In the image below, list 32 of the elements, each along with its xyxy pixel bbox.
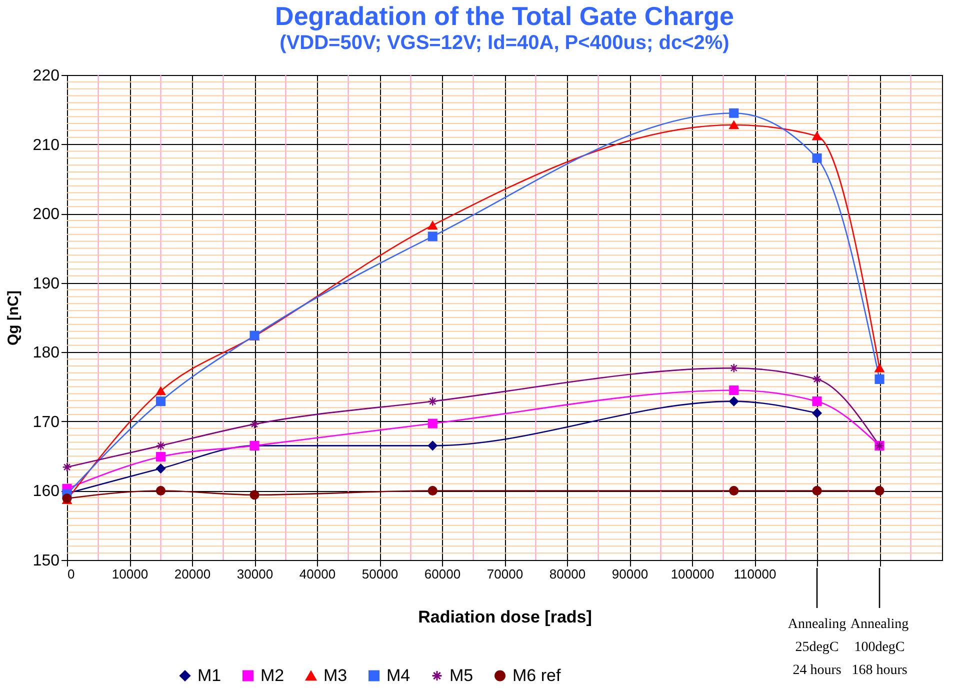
- legend-label: M3: [324, 666, 348, 685]
- legend-label: M6 ref: [512, 666, 561, 685]
- y-tick-label: 170: [32, 414, 60, 431]
- x-tick-label: 40000: [299, 566, 336, 582]
- legend-label: M1: [198, 666, 222, 685]
- x-tick-label: 20000: [174, 566, 211, 582]
- x-tick-label: 100000: [670, 566, 714, 582]
- y-tick-label: 220: [32, 68, 60, 84]
- chart-subtitle: (VDD=50V; VGS=12V; Id=40A, P<400us; dc<2%): [280, 32, 730, 54]
- y-tick-label: 200: [32, 206, 60, 224]
- annotation: Annealing 100degC 168 hours: [850, 617, 909, 678]
- x-tick-label: 80000: [549, 566, 586, 582]
- y-tick-label: 190: [32, 275, 60, 292]
- y-tick-label: 210: [32, 136, 60, 154]
- x-tick-label: 90000: [612, 566, 648, 582]
- x-tick-label: 30000: [236, 566, 274, 582]
- legend-label: M2: [260, 666, 284, 685]
- legend-label: M5: [450, 666, 474, 685]
- x-tick-label: 60000: [424, 566, 461, 582]
- x-tick-label: 10000: [112, 566, 148, 582]
- x-tick-label: 0: [68, 566, 75, 582]
- y-tick-label: 180: [32, 344, 60, 362]
- x-tick-label: 110000: [734, 566, 776, 582]
- x-tick-label: 50000: [362, 566, 398, 582]
- x-axis-title: Radiation dose [rads]: [418, 608, 592, 626]
- y-tick-label: 160: [32, 483, 60, 500]
- annotation: Annealing 25degC 24 hours: [788, 617, 846, 678]
- y-tick-label: 150: [32, 552, 60, 570]
- y-axis-title: Qg [nC]: [4, 290, 22, 346]
- x-tick-label: 70000: [486, 566, 524, 582]
- chart-title: Degradation of the Total Gate Charge: [275, 1, 734, 31]
- legend-label: M4: [386, 666, 410, 685]
